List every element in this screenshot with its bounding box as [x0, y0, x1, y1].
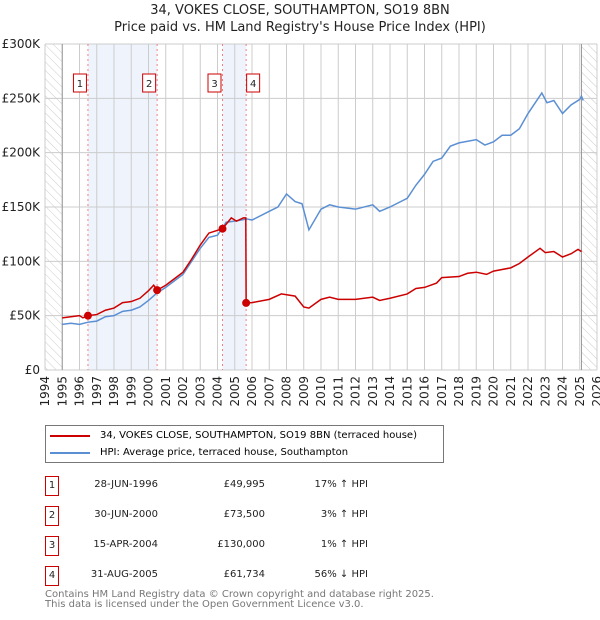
x-tick-label: 1994 [38, 376, 52, 407]
x-tick-label: 2003 [193, 376, 207, 407]
y-tick-label: £0 [25, 363, 40, 377]
x-tick-label: 2011 [331, 376, 345, 407]
legend-item-property: 34, VOKES CLOSE, SOUTHAMPTON, SO19 8BN (… [50, 430, 417, 441]
y-tick-label: £250K [2, 91, 42, 105]
x-tick-label: 2009 [297, 376, 311, 407]
sale-point [83, 311, 92, 320]
sale-date: 31-AUG-2005 [90, 569, 158, 580]
x-tick-label: 2014 [383, 376, 397, 407]
sale-hpi-diff: 56% ↓ HPI [314, 569, 368, 580]
sale-price: £73,500 [223, 509, 265, 520]
legend-item-hpi: HPI: Average price, terraced house, Sout… [50, 447, 348, 458]
y-tick-label: £200K [2, 146, 42, 160]
sale-point [242, 298, 251, 307]
x-tick-label: 2019 [469, 376, 483, 407]
x-tick-label: 2013 [366, 376, 380, 407]
x-tick-label: 2021 [504, 376, 518, 407]
x-tick-label: 1999 [124, 376, 138, 407]
x-tick-label: 2006 [245, 376, 259, 407]
sale-hpi-diff: 1% ↑ HPI [320, 539, 368, 550]
x-tick-label: 1995 [55, 376, 69, 407]
x-tick-label: 2012 [349, 376, 363, 407]
sale-price: £49,995 [223, 479, 265, 490]
sale-label: 1 [77, 79, 83, 90]
legend-swatch [50, 434, 90, 437]
sale-price: £61,734 [223, 569, 265, 580]
sale-label-box [142, 73, 157, 93]
sale-number: 1 [45, 476, 59, 496]
x-tick-label: 2026 [590, 376, 600, 407]
x-tick-label: 2022 [521, 376, 535, 407]
x-tick-label: 2015 [400, 376, 414, 407]
y-tick-label: £100K [2, 254, 42, 268]
sale-point [153, 286, 162, 295]
x-tick-label: 2001 [159, 376, 173, 407]
chart-subtitle: Price paid vs. HM Land Registry's House … [114, 20, 486, 35]
legend-swatch [50, 451, 90, 454]
y-tick-label: £300K [2, 37, 42, 51]
x-tick-label: 1997 [90, 376, 104, 407]
x-tick-label: 2025 [573, 376, 587, 407]
sale-date: 28-JUN-1996 [94, 479, 158, 490]
legend: 34, VOKES CLOSE, SOUTHAMPTON, SO19 8BN (… [45, 425, 444, 463]
sale-label-box [246, 73, 261, 93]
y-tick-label: £150K [2, 200, 42, 214]
x-tick-label: 2000 [142, 376, 156, 407]
sale-number: 3 [45, 536, 59, 556]
sale-number: 2 [45, 506, 59, 526]
sale-point [218, 224, 227, 233]
y-tick-label: £50K [9, 309, 41, 323]
x-tick-label: 1998 [107, 376, 121, 407]
x-tick-label: 2007 [262, 376, 276, 407]
x-tick-label: 2010 [314, 376, 328, 407]
x-tick-label: 2008 [280, 376, 294, 407]
x-tick-label: 2024 [556, 376, 570, 407]
x-tick-label: 2017 [435, 376, 449, 407]
sale-label: 4 [250, 79, 256, 90]
sale-price: £130,000 [217, 539, 265, 550]
sale-hpi-diff: 17% ↑ HPI [314, 479, 368, 490]
sale-label-box [72, 73, 87, 93]
sale-date: 30-JUN-2000 [94, 509, 158, 520]
x-tick-label: 2018 [452, 376, 466, 407]
x-tick-label: 2020 [487, 376, 501, 407]
legend-label: 34, VOKES CLOSE, SOUTHAMPTON, SO19 8BN (… [100, 430, 417, 441]
legend-label: HPI: Average price, terraced house, Sout… [100, 447, 349, 458]
sale-label-box [207, 73, 222, 93]
x-tick-label: 1996 [73, 376, 87, 407]
x-tick-label: 2002 [176, 376, 190, 407]
x-tick-label: 2005 [228, 376, 242, 407]
property-price-line [62, 216, 582, 319]
sale-label: 2 [146, 79, 152, 90]
footer-copyright: Contains HM Land Registry data © Crown c… [45, 589, 434, 600]
sale-date: 15-APR-2004 [93, 539, 158, 550]
sale-label: 3 [211, 79, 217, 90]
hpi-line [62, 91, 584, 326]
chart: 1994 1995 1996 1997 1998 1999 2000 2001 2002 2003… [2, 37, 600, 407]
x-tick-label: 2004 [211, 376, 225, 407]
x-tick-label: 2023 [538, 376, 552, 407]
sale-hpi-diff: 3% ↑ HPI [320, 509, 368, 520]
chart-title: 34, VOKES CLOSE, SOUTHAMPTON, SO19 8BN [150, 3, 450, 18]
x-tick-label: 2016 [418, 376, 432, 407]
footer-licence: This data is licensed under the Open Gov… [45, 599, 364, 610]
sale-number: 4 [45, 566, 59, 586]
